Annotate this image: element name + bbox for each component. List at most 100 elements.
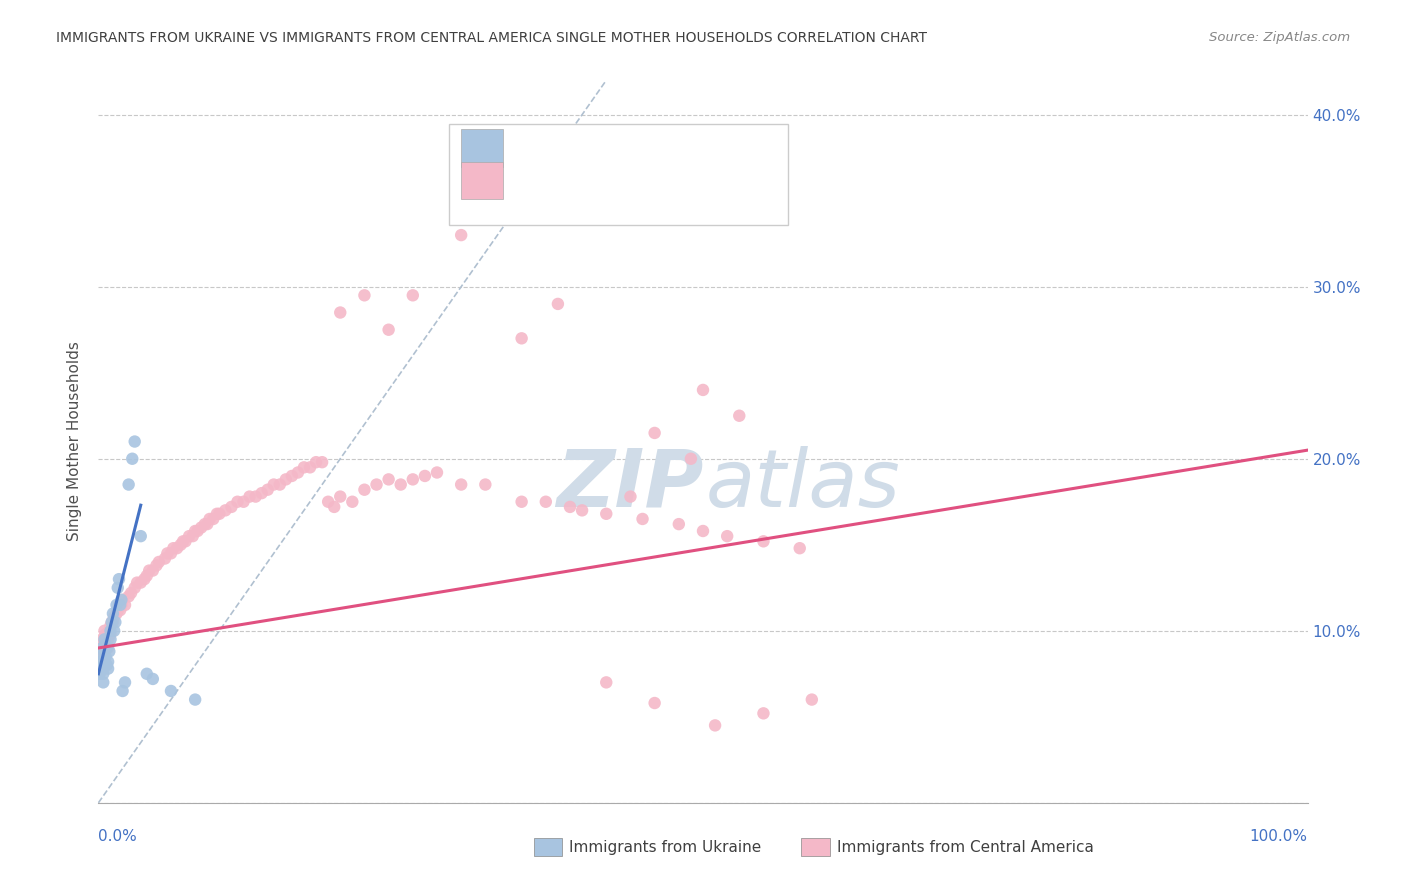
Point bbox=[124, 581, 146, 595]
Point bbox=[100, 627, 122, 641]
Point bbox=[311, 455, 333, 469]
Point bbox=[98, 624, 121, 638]
Text: R = 0.482   N = 117: R = 0.482 N = 117 bbox=[522, 161, 703, 179]
Point bbox=[89, 666, 111, 681]
Point bbox=[287, 466, 309, 480]
Point bbox=[97, 640, 120, 655]
Point bbox=[752, 706, 775, 721]
Point bbox=[118, 477, 141, 491]
Point bbox=[142, 672, 165, 686]
Point bbox=[91, 636, 114, 650]
Point bbox=[153, 551, 176, 566]
Point bbox=[94, 627, 117, 641]
Point bbox=[631, 512, 654, 526]
Bar bbox=[449, 124, 787, 225]
Point bbox=[305, 455, 328, 469]
Point bbox=[98, 644, 121, 658]
Point bbox=[107, 581, 129, 595]
Point bbox=[114, 598, 136, 612]
Point bbox=[402, 288, 425, 302]
Point bbox=[184, 524, 207, 538]
Point bbox=[94, 632, 117, 647]
Point bbox=[93, 624, 115, 638]
Point bbox=[89, 658, 111, 673]
Point bbox=[118, 590, 141, 604]
Point bbox=[100, 624, 122, 638]
Point bbox=[728, 409, 751, 423]
Point bbox=[292, 460, 315, 475]
Point bbox=[274, 472, 297, 486]
Point bbox=[100, 615, 122, 630]
Point bbox=[547, 297, 569, 311]
Point bbox=[450, 477, 472, 491]
Text: R = 0.464   N = 38: R = 0.464 N = 38 bbox=[522, 129, 692, 147]
Point bbox=[91, 640, 114, 655]
Point bbox=[103, 624, 125, 638]
Point bbox=[114, 675, 136, 690]
Bar bbox=[461, 161, 503, 200]
Point bbox=[166, 541, 188, 556]
Point bbox=[214, 503, 236, 517]
Point bbox=[644, 425, 666, 440]
Point bbox=[239, 490, 262, 504]
Point bbox=[716, 529, 738, 543]
Point bbox=[91, 666, 114, 681]
Point bbox=[413, 469, 436, 483]
Point bbox=[91, 644, 114, 658]
Point bbox=[160, 546, 183, 560]
Point bbox=[90, 638, 112, 652]
Point bbox=[129, 529, 152, 543]
Point bbox=[142, 564, 165, 578]
Point bbox=[174, 534, 197, 549]
Point bbox=[250, 486, 273, 500]
Point bbox=[135, 568, 157, 582]
Point bbox=[96, 658, 118, 673]
Point bbox=[100, 618, 122, 632]
Point bbox=[134, 572, 156, 586]
Point bbox=[704, 718, 727, 732]
Point bbox=[202, 512, 225, 526]
Point bbox=[752, 534, 775, 549]
Point bbox=[195, 517, 218, 532]
Point bbox=[101, 615, 124, 630]
Point bbox=[108, 603, 131, 617]
Point bbox=[692, 383, 714, 397]
Point bbox=[91, 632, 114, 647]
Point bbox=[800, 692, 823, 706]
Point bbox=[110, 592, 132, 607]
Point bbox=[97, 655, 120, 669]
Point bbox=[108, 598, 131, 612]
Point bbox=[329, 305, 352, 319]
Point bbox=[127, 575, 149, 590]
Text: Source: ZipAtlas.com: Source: ZipAtlas.com bbox=[1209, 31, 1350, 45]
Text: Immigrants from Ukraine: Immigrants from Ukraine bbox=[569, 840, 762, 855]
Point bbox=[205, 507, 228, 521]
Point bbox=[107, 603, 129, 617]
Point bbox=[108, 572, 131, 586]
Point bbox=[353, 483, 375, 497]
Point bbox=[169, 538, 191, 552]
Point bbox=[135, 666, 157, 681]
Text: ZIP: ZIP bbox=[555, 446, 703, 524]
Point bbox=[91, 649, 114, 664]
Point bbox=[120, 586, 142, 600]
Point bbox=[323, 500, 346, 514]
Point bbox=[510, 331, 533, 345]
Point bbox=[692, 524, 714, 538]
Point bbox=[138, 564, 160, 578]
Point bbox=[595, 507, 617, 521]
Point bbox=[789, 541, 811, 556]
Point bbox=[179, 529, 201, 543]
Point bbox=[89, 649, 111, 664]
Point bbox=[145, 558, 167, 573]
Point bbox=[97, 632, 120, 647]
Point bbox=[124, 434, 146, 449]
Point bbox=[426, 466, 449, 480]
Point bbox=[172, 534, 194, 549]
Point bbox=[644, 696, 666, 710]
Point bbox=[245, 490, 267, 504]
Bar bbox=[461, 129, 503, 167]
Point bbox=[91, 675, 114, 690]
Point bbox=[110, 598, 132, 612]
Point bbox=[571, 503, 593, 517]
